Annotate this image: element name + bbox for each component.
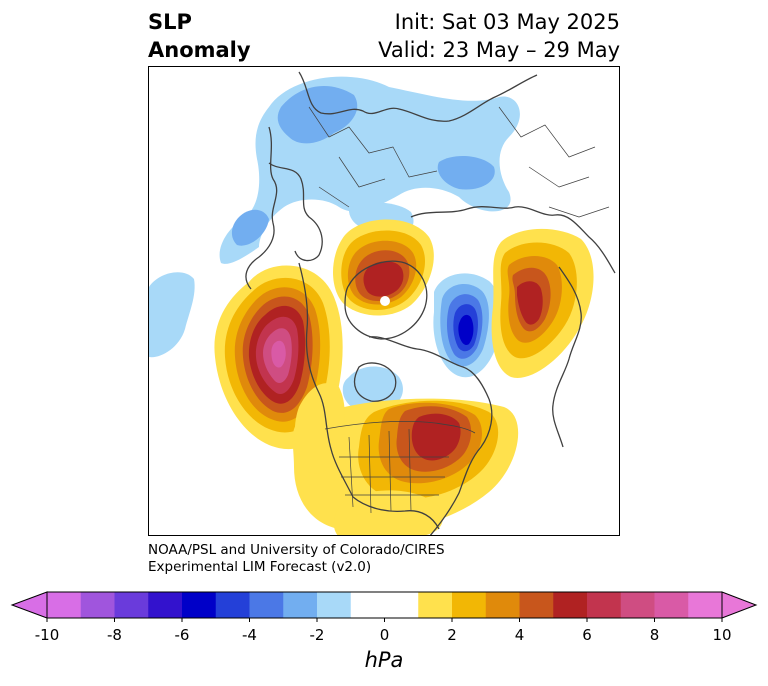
colorbar-extend-low (10, 591, 48, 619)
colorbar-tick-label: 6 (582, 626, 592, 644)
anomaly-map (149, 67, 619, 535)
colorbar-segment (553, 592, 588, 618)
low-eurasia-mid (277, 85, 358, 144)
colorbar-segment (452, 592, 487, 618)
colorbar-segment (182, 592, 217, 618)
colorbar-segment (519, 592, 554, 618)
colorbar-segment (418, 592, 453, 618)
high-siberia-5 (517, 281, 543, 325)
low-west-eurasia-edge (149, 272, 195, 358)
colorbar-segment (148, 592, 183, 618)
coast-gulf (352, 496, 440, 530)
colorbar-svg (10, 591, 758, 622)
coastlines (245, 71, 616, 535)
title-field: SLP (148, 10, 192, 34)
coast-siberia-north (410, 206, 616, 274)
colorbar-segment (80, 592, 115, 618)
low-scandi-mid (231, 209, 269, 246)
map-panel (148, 66, 620, 536)
colorbar-unit: hPa (364, 648, 404, 672)
coast-eurasia (245, 71, 538, 290)
coast-na-west (298, 262, 354, 498)
low-arctic-core (458, 314, 474, 345)
title-block-left: SLP Anomaly (148, 8, 251, 64)
colorbar-tick-label: 0 (379, 626, 390, 644)
colorbar-tick-label: -8 (107, 626, 122, 644)
high-atlantic-5 (363, 261, 404, 297)
colorbar-tick-label: -10 (34, 626, 60, 644)
colorbar-segment (485, 592, 520, 618)
credit-block: NOAA/PSL and University of Colorado/CIRE… (148, 542, 445, 576)
colorbar-segment (688, 592, 723, 618)
colorbar-segment (350, 592, 385, 618)
colorbar-segment (384, 592, 419, 618)
colorbar-segment (114, 592, 149, 618)
colorbar-tick-label: -2 (309, 626, 325, 644)
colorbar-segment (283, 592, 318, 618)
border-us-canada (324, 420, 476, 434)
colorbar-segment (587, 592, 622, 618)
coast-hudson (354, 362, 397, 402)
colorbar-segment (317, 592, 352, 618)
colorbar-segment (249, 592, 284, 618)
colorbar-segment (654, 592, 689, 618)
colorbar: -10 -8 -6 -4 -2 0 2 4 6 8 10 hPa (0, 586, 768, 686)
high-westcoast-1 (294, 383, 345, 474)
colorbar-extend-high (721, 591, 758, 619)
low-siberia-mid (437, 155, 495, 190)
init-date: Init: Sat 03 May 2025 (394, 10, 620, 34)
colorbar-tick-label: 2 (447, 626, 457, 644)
positive-anomalies (214, 219, 594, 535)
credit-line2: Experimental LIM Forecast (v2.0) (148, 559, 372, 575)
high-pacific-core (271, 340, 286, 368)
colorbar-tick-label: 4 (514, 626, 525, 644)
high-southwest-1 (333, 490, 443, 535)
coast-scandinavia (268, 162, 323, 262)
colorbar-tick-label: -4 (242, 626, 257, 644)
credit-line1: NOAA/PSL and University of Colorado/CIRE… (148, 542, 445, 558)
colorbar-segment (47, 592, 82, 618)
coast-canada-arctic (368, 336, 490, 400)
colorbar-tick-label: -6 (174, 626, 190, 644)
coast-greenland (344, 260, 428, 340)
border-asia (498, 106, 610, 218)
title-block-right: Init: Sat 03 May 2025 Valid: 23 May – 29… (378, 8, 620, 64)
valid-range: Valid: 23 May – 29 May (378, 38, 620, 62)
border-states (339, 428, 449, 514)
colorbar-segment (620, 592, 655, 618)
coast-alaska (552, 266, 582, 448)
border-europe (308, 106, 438, 208)
colorbar-tick-label: 8 (649, 626, 660, 644)
colorbar-segment (215, 592, 250, 618)
title-subfield: Anomaly (148, 38, 251, 62)
colorbar-tick-label: 10 (712, 626, 732, 644)
coast-na-east (429, 398, 493, 535)
map-marker (380, 296, 390, 306)
